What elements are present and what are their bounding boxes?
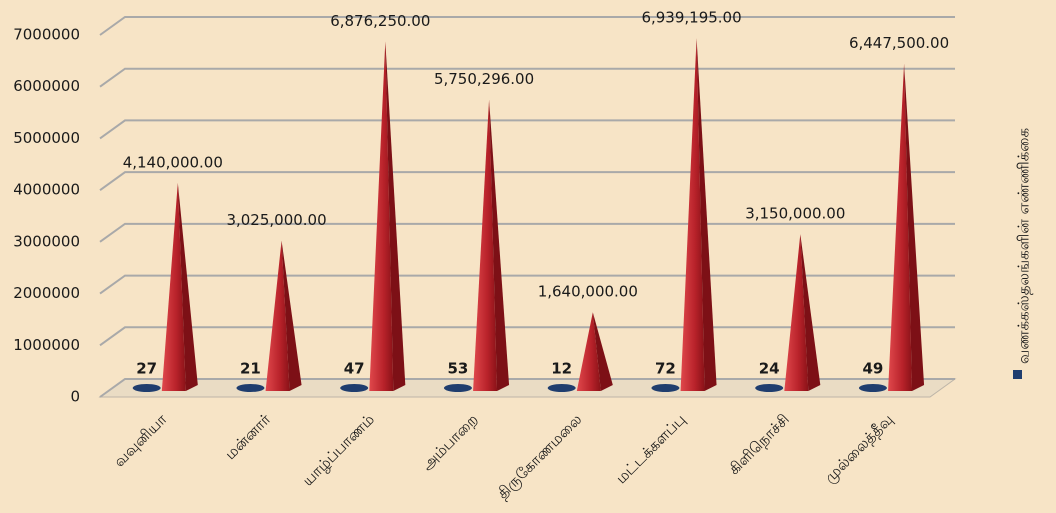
pyramid (473, 99, 510, 391)
pyramid-face (265, 240, 290, 391)
count-marker (236, 384, 265, 392)
pyramid (161, 182, 198, 391)
grid-line (99, 119, 955, 140)
y-tick-label: 2000000 (13, 284, 80, 302)
x-tick-label: யாழ்ப்பாணம் (299, 410, 378, 489)
pyramid-face (576, 312, 601, 391)
pyramid-side (696, 38, 717, 392)
pyramid-face (473, 99, 498, 391)
count-marker (443, 384, 472, 392)
count-marker (547, 384, 576, 392)
grid-line (99, 67, 955, 88)
x-tick-label: முல்லைத்தீவு (820, 410, 896, 486)
pyramid (784, 234, 821, 391)
count-marker (132, 384, 161, 392)
value-label: 5,750,296.00 (434, 70, 534, 88)
pyramid (888, 63, 925, 391)
value-label: 6,876,250.00 (330, 12, 430, 30)
value-label: 3,025,000.00 (226, 211, 326, 229)
pyramid-side (800, 234, 821, 391)
count-label: 49 (863, 360, 884, 378)
pyramid (369, 41, 406, 391)
value-label: 4,140,000.00 (123, 153, 223, 171)
x-tick-label: திருகோணமலை (493, 410, 585, 502)
grid-line (99, 326, 955, 347)
pyramid (576, 312, 613, 391)
count-label: 12 (551, 360, 572, 378)
legend-label: வணக்கஸ்தலங்களின் எண்ணிக்கை (1015, 128, 1033, 364)
value-label: 1,640,000.00 (538, 283, 638, 301)
grid-line (99, 171, 955, 191)
x-tick-label: வவுனியா (110, 410, 170, 470)
value-label: 6,447,500.00 (849, 34, 949, 52)
count-label: 72 (655, 360, 676, 378)
y-tick-label: 1000000 (13, 336, 80, 354)
count-marker (755, 384, 784, 392)
pyramid (265, 240, 302, 391)
count-marker (651, 384, 680, 392)
pyramid-side (385, 41, 406, 391)
pyramid-side (177, 182, 198, 391)
y-tick-label: 4000000 (13, 181, 80, 199)
count-label: 21 (240, 360, 261, 378)
y-tick-label: 7000000 (13, 26, 80, 44)
x-tick-label: மட்டக்களப்பு (612, 410, 689, 487)
grid-line (99, 378, 955, 398)
pyramid-side (904, 63, 925, 391)
pyramid-side (281, 240, 302, 391)
count-label: 24 (759, 360, 780, 378)
value-label: 3,150,000.00 (745, 205, 845, 223)
pyramid (680, 38, 717, 392)
x-tick-label: கிளிநொச்சி (725, 410, 793, 478)
x-tick-label: மன்னார் (221, 410, 274, 463)
pyramid-face (784, 234, 809, 391)
y-tick-label: 0 (70, 388, 80, 406)
count-label: 47 (344, 360, 365, 378)
grid-line (99, 16, 955, 36)
count-label: 27 (136, 360, 157, 378)
y-tick-label: 6000000 (13, 77, 80, 95)
count-marker (858, 384, 887, 392)
pyramid-side (592, 312, 613, 391)
y-tick-label: 3000000 (13, 232, 80, 250)
grid-line (99, 222, 955, 243)
pyramid-side (489, 99, 510, 391)
floor (98, 378, 957, 398)
y-tick-label: 5000000 (13, 129, 80, 147)
grid-line (99, 274, 955, 295)
legend-marker (1013, 370, 1022, 379)
count-marker (340, 384, 369, 392)
pyramid-face (161, 182, 186, 391)
x-tick-label: அம்பாறை (418, 410, 482, 474)
count-label: 53 (448, 360, 469, 378)
value-label: 6,939,195.00 (641, 9, 741, 27)
